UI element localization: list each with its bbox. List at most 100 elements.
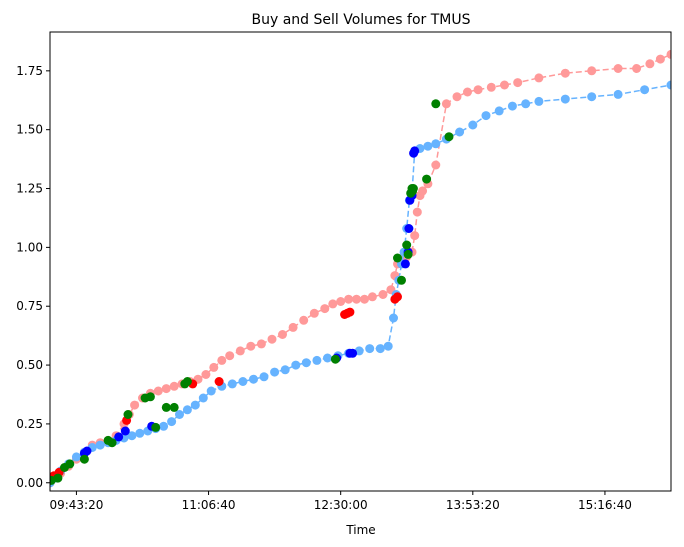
data-point-sell bbox=[153, 386, 163, 396]
data-point-sell bbox=[666, 49, 671, 59]
data-point-buy bbox=[159, 421, 169, 431]
data-point-sell bbox=[288, 322, 298, 332]
data-point-sell bbox=[655, 54, 665, 64]
data-point-sell bbox=[267, 334, 277, 344]
data-point-sell bbox=[130, 400, 140, 410]
marker-highlighted-trades bbox=[403, 249, 413, 259]
marker-highlighted-trades bbox=[123, 410, 133, 419]
data-point-buy bbox=[259, 372, 269, 382]
x-tick-label: 13:53:20 bbox=[446, 498, 500, 512]
marker-large-buy-trades bbox=[404, 224, 414, 233]
data-point-sell bbox=[201, 370, 211, 379]
data-point-buy bbox=[238, 377, 248, 386]
y-tick-label: 0.25 bbox=[16, 417, 43, 431]
y-tick-label: 0.50 bbox=[16, 358, 43, 372]
y-tick-label: 0.75 bbox=[16, 299, 43, 313]
marker-highlighted-trades bbox=[397, 275, 406, 285]
data-point-buy bbox=[666, 80, 671, 90]
y-tick-label: 1.25 bbox=[16, 182, 43, 196]
data-point-sell bbox=[473, 85, 483, 95]
data-point-sell bbox=[418, 186, 428, 196]
data-point-sell bbox=[309, 308, 319, 318]
marker-large-buy-trades bbox=[120, 426, 130, 436]
data-point-sell bbox=[513, 78, 523, 88]
marker-highlighted-trades bbox=[182, 377, 192, 386]
data-point-sell bbox=[328, 299, 338, 309]
marker-highlighted-trades bbox=[161, 402, 171, 412]
y-tick-label: 1.75 bbox=[16, 64, 43, 78]
data-point-sell bbox=[360, 294, 369, 304]
chart-title: Buy and Sell Volumes for TMUS bbox=[251, 12, 470, 28]
marker-highlighted-trades bbox=[444, 132, 454, 142]
marker-large-buy-trades bbox=[82, 446, 92, 456]
x-tick-label: 11:06:40 bbox=[182, 498, 236, 512]
data-point-sell bbox=[378, 290, 388, 299]
plot-area bbox=[50, 49, 671, 488]
data-point-buy bbox=[198, 393, 208, 403]
data-point-sell bbox=[246, 341, 256, 351]
data-point-buy bbox=[175, 410, 184, 419]
data-point-sell bbox=[256, 339, 266, 349]
y-axis: 0.00 0.25 0.50 0.75 1.00 1.25 1.50 1.75 bbox=[16, 64, 50, 490]
data-point-sell bbox=[209, 362, 219, 372]
data-point-buy bbox=[613, 89, 623, 99]
data-point-buy bbox=[521, 99, 531, 109]
marker-highlighted-trades bbox=[107, 438, 117, 448]
data-point-buy bbox=[455, 127, 465, 137]
marker-highlighted-trades bbox=[393, 253, 402, 263]
data-point-buy bbox=[280, 365, 290, 375]
data-point-buy bbox=[587, 92, 597, 102]
y-tick-label: 1.00 bbox=[16, 240, 43, 254]
data-point-buy bbox=[270, 367, 280, 377]
data-point-buy bbox=[481, 111, 491, 121]
data-point-buy bbox=[312, 355, 322, 365]
data-point-buy bbox=[227, 379, 237, 389]
data-point-buy bbox=[423, 141, 433, 151]
marker-large-buy-trades bbox=[114, 432, 124, 442]
data-point-sell bbox=[431, 160, 441, 170]
data-point-sell bbox=[410, 231, 420, 241]
data-point-sell bbox=[587, 66, 597, 76]
data-point-sell bbox=[441, 99, 451, 109]
marker-large-sell-trades bbox=[393, 292, 402, 302]
marker-large-buy-trades bbox=[400, 259, 410, 269]
data-point-buy bbox=[301, 358, 311, 368]
data-point-buy bbox=[389, 313, 398, 323]
data-point-sell bbox=[344, 294, 354, 304]
data-point-buy bbox=[375, 344, 385, 354]
marker-large-buy-trades bbox=[348, 348, 358, 358]
x-tick-label: 12:30:00 bbox=[314, 498, 368, 512]
data-point-buy bbox=[71, 452, 81, 462]
marker-large-sell-trades bbox=[214, 377, 224, 386]
y-tick-label: 1.50 bbox=[16, 123, 43, 137]
data-point-buy bbox=[507, 101, 517, 111]
data-point-sell bbox=[225, 351, 235, 361]
data-point-buy bbox=[494, 106, 504, 116]
data-point-buy bbox=[206, 386, 216, 396]
marker-highlighted-trades bbox=[422, 174, 432, 184]
data-point-buy bbox=[383, 341, 393, 351]
data-point-sell bbox=[463, 87, 472, 97]
marker-highlighted-trades bbox=[53, 473, 63, 483]
data-point-sell bbox=[169, 381, 179, 391]
data-point-buy bbox=[640, 85, 650, 95]
data-point-sell bbox=[486, 82, 496, 92]
marker-highlighted-trades bbox=[151, 422, 161, 432]
marker-large-sell-trades bbox=[345, 307, 355, 317]
data-point-sell bbox=[452, 92, 462, 102]
data-point-buy bbox=[365, 344, 375, 354]
data-point-sell bbox=[534, 73, 544, 83]
plot-content bbox=[50, 49, 671, 488]
data-point-sell bbox=[367, 292, 377, 302]
data-point-buy bbox=[127, 431, 137, 441]
data-point-buy bbox=[431, 139, 441, 149]
data-point-sell bbox=[299, 315, 309, 325]
marker-large-buy-trades bbox=[410, 146, 420, 156]
data-point-buy bbox=[249, 374, 258, 384]
x-tick-label: 15:16:40 bbox=[578, 498, 632, 512]
x-tick-label: 09:43:20 bbox=[49, 498, 103, 512]
data-point-sell bbox=[161, 384, 171, 394]
data-point-buy bbox=[291, 360, 301, 370]
